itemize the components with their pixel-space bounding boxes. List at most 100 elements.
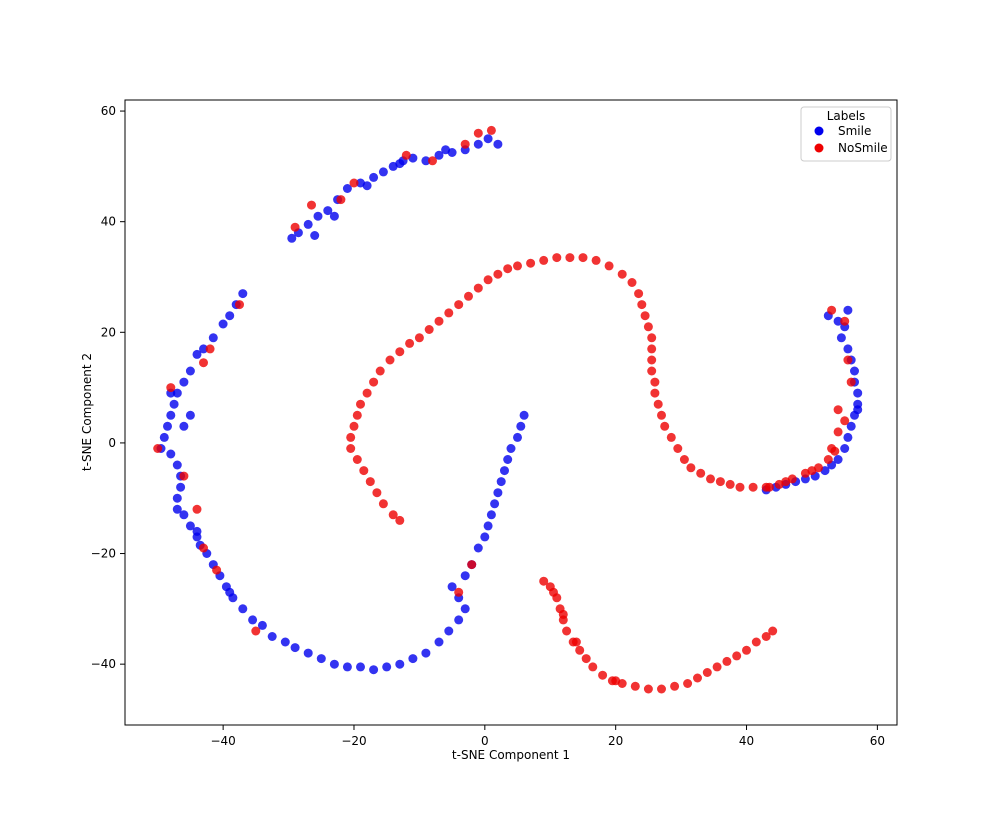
point-nosmile bbox=[630, 681, 640, 691]
legend-label-smile: Smile bbox=[838, 124, 871, 138]
point-nosmile bbox=[761, 632, 771, 641]
point-smile bbox=[473, 543, 483, 553]
point-smile bbox=[378, 167, 388, 177]
point-nosmile bbox=[640, 311, 650, 321]
point-nosmile bbox=[588, 662, 598, 672]
point-nosmile bbox=[833, 427, 843, 437]
point-nosmile bbox=[833, 405, 843, 415]
point-nosmile bbox=[657, 410, 666, 420]
point-smile bbox=[836, 333, 846, 343]
point-smile bbox=[483, 134, 493, 144]
point-nosmile bbox=[827, 305, 837, 315]
point-nosmile bbox=[627, 278, 637, 287]
point-smile bbox=[421, 156, 431, 166]
point-nosmile bbox=[424, 325, 434, 334]
point-smile bbox=[342, 662, 352, 672]
point-smile bbox=[496, 477, 506, 487]
point-nosmile bbox=[166, 383, 176, 393]
point-nosmile bbox=[473, 283, 483, 293]
point-smile bbox=[342, 184, 352, 193]
point-smile bbox=[238, 289, 248, 299]
point-smile bbox=[833, 455, 843, 464]
point-nosmile bbox=[715, 477, 725, 487]
point-nosmile bbox=[307, 200, 316, 210]
point-nosmile bbox=[696, 468, 706, 478]
point-nosmile bbox=[395, 347, 405, 357]
point-smile bbox=[280, 637, 290, 647]
point-smile bbox=[850, 366, 859, 376]
point-nosmile bbox=[846, 377, 856, 387]
point-smile bbox=[369, 172, 379, 182]
point-nosmile bbox=[742, 645, 751, 655]
point-nosmile bbox=[683, 679, 693, 688]
point-smile bbox=[257, 620, 267, 630]
point-nosmile bbox=[761, 482, 771, 492]
point-nosmile bbox=[706, 474, 715, 484]
point-nosmile bbox=[526, 258, 536, 268]
point-nosmile bbox=[513, 261, 522, 271]
point-nosmile bbox=[212, 565, 222, 575]
point-smile bbox=[166, 410, 176, 420]
point-smile bbox=[290, 643, 300, 653]
point-nosmile bbox=[375, 366, 385, 376]
point-smile bbox=[362, 181, 372, 191]
point-nosmile bbox=[346, 432, 356, 442]
point-nosmile bbox=[467, 560, 477, 570]
point-nosmile bbox=[598, 670, 608, 680]
point-smile bbox=[493, 139, 503, 149]
point-smile bbox=[192, 526, 202, 536]
point-nosmile bbox=[679, 455, 689, 464]
point-smile bbox=[513, 432, 522, 442]
point-smile bbox=[408, 654, 418, 664]
point-smile bbox=[199, 344, 208, 354]
point-nosmile bbox=[823, 455, 833, 464]
point-smile bbox=[473, 139, 483, 149]
point-nosmile bbox=[385, 355, 395, 365]
point-nosmile bbox=[748, 482, 758, 492]
point-nosmile bbox=[702, 668, 712, 677]
point-nosmile bbox=[735, 482, 745, 492]
point-nosmile bbox=[352, 410, 362, 420]
point-nosmile bbox=[660, 421, 670, 431]
point-smile bbox=[313, 211, 323, 221]
point-nosmile bbox=[751, 637, 761, 647]
y-axis: −40 −20 0 20 40 60 bbox=[91, 104, 125, 671]
point-nosmile bbox=[493, 269, 503, 279]
point-smile bbox=[441, 145, 451, 155]
point-smile bbox=[179, 510, 189, 520]
point-smile bbox=[267, 632, 277, 641]
point-smile bbox=[846, 421, 856, 431]
point-smile bbox=[382, 662, 392, 672]
point-nosmile bbox=[349, 178, 359, 188]
point-nosmile bbox=[483, 275, 493, 285]
point-smile bbox=[287, 233, 297, 243]
point-nosmile bbox=[604, 261, 614, 271]
point-nosmile bbox=[349, 421, 359, 431]
point-smile bbox=[483, 521, 493, 531]
point-nosmile bbox=[581, 654, 591, 664]
point-smile bbox=[172, 504, 182, 514]
point-smile bbox=[369, 665, 379, 675]
point-smile bbox=[843, 305, 853, 315]
y-axis-label: t-SNE Component 2 bbox=[80, 353, 94, 471]
point-nosmile bbox=[549, 587, 558, 597]
point-nosmile bbox=[768, 626, 778, 636]
point-nosmile bbox=[503, 264, 513, 274]
x-tick-label: 20 bbox=[608, 734, 623, 748]
point-smile bbox=[329, 211, 339, 221]
point-nosmile bbox=[722, 656, 732, 666]
point-smile bbox=[225, 587, 235, 597]
point-nosmile bbox=[369, 377, 379, 387]
legend-marker-smile bbox=[814, 126, 824, 136]
point-smile bbox=[185, 521, 195, 531]
point-nosmile bbox=[800, 468, 810, 478]
point-smile bbox=[176, 482, 186, 492]
point-nosmile bbox=[565, 253, 575, 263]
point-smile bbox=[172, 493, 182, 503]
point-nosmile bbox=[378, 499, 388, 509]
point-smile bbox=[434, 150, 444, 160]
point-smile bbox=[310, 231, 320, 240]
point-smile bbox=[179, 377, 189, 387]
y-tick-label: −40 bbox=[91, 657, 116, 671]
point-smile bbox=[172, 388, 182, 398]
